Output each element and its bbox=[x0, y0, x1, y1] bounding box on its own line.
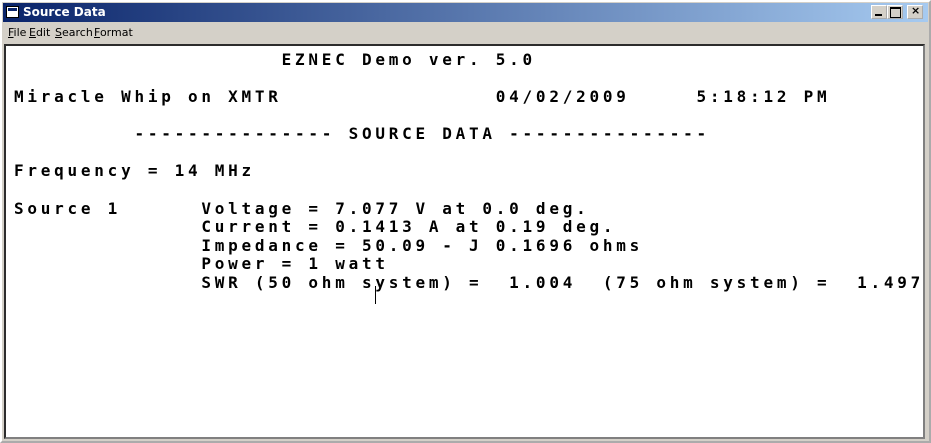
text-line: Source 1 Voltage = 7.077 V at 0.0 deg. bbox=[14, 199, 590, 218]
menu-item[interactable]: Format bbox=[94, 26, 133, 39]
minimize-button[interactable] bbox=[871, 5, 887, 19]
close-button[interactable]: × bbox=[907, 4, 923, 19]
menu-item[interactable]: File bbox=[8, 26, 27, 39]
title-bar: Source Data × bbox=[3, 3, 928, 22]
text-line: Frequency = 14 MHz bbox=[14, 161, 255, 180]
maximize-button[interactable] bbox=[887, 5, 903, 19]
text-line: Power = 1 watt bbox=[14, 254, 389, 273]
caret bbox=[375, 286, 376, 304]
window-title: Source Data bbox=[23, 5, 106, 19]
text-line: Current = 0.1413 A at 0.19 deg. bbox=[14, 217, 617, 236]
menu-item[interactable]: Search bbox=[55, 26, 93, 39]
text-line: Impedance = 50.09 - J 0.1696 ohms bbox=[14, 236, 643, 255]
text-area[interactable]: EZNEC Demo ver. 5.0 Miracle Whip on XMTR … bbox=[4, 44, 925, 439]
text-line: --------------- SOURCE DATA ------------… bbox=[14, 124, 710, 143]
menu-item[interactable]: Edit bbox=[29, 26, 51, 39]
menu-bar: File Edit Search Format bbox=[3, 23, 928, 42]
window-icon bbox=[6, 6, 19, 18]
text-line: Miracle Whip on XMTR 04/02/2009 5:18:12 … bbox=[14, 87, 831, 106]
text-line: SWR (50 ohm system) = 1.004 (75 ohm syst… bbox=[14, 273, 925, 292]
text-line: EZNEC Demo ver. 5.0 bbox=[14, 50, 536, 69]
